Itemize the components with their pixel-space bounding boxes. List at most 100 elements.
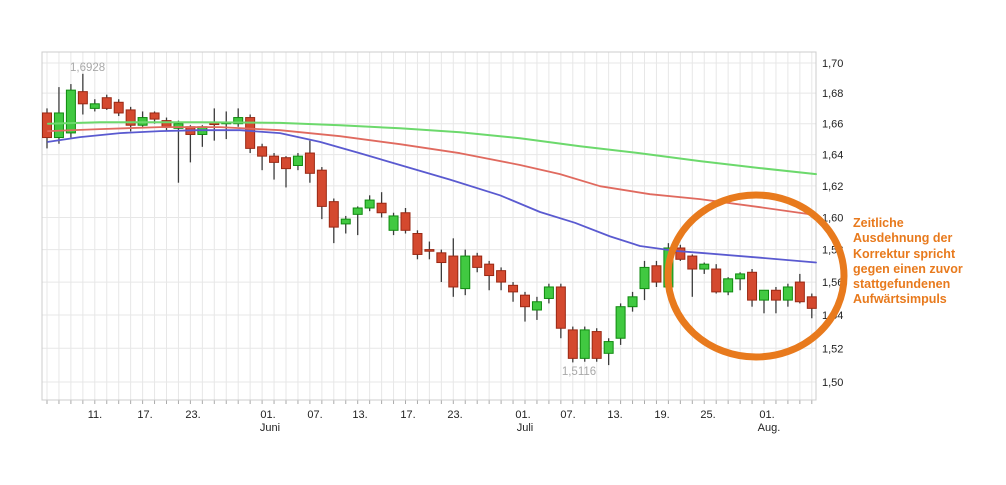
candle-down: [245, 117, 256, 149]
x-axis-label: 13.: [352, 409, 367, 421]
candle-down: [149, 112, 160, 120]
y-axis-label: 1,60: [822, 213, 843, 225]
low-value-label: 1,5116: [562, 366, 596, 378]
candle-down: [412, 233, 423, 255]
candle-down: [591, 331, 602, 359]
candle-up: [699, 263, 710, 270]
x-axis-label: 19.: [654, 409, 669, 421]
annotation-line: Aufwärtsimpuls: [853, 292, 947, 307]
y-axis-label: 1,58: [822, 245, 843, 257]
x-axis-label: 11.: [88, 409, 102, 421]
candle-up: [292, 155, 303, 166]
candle-up: [531, 301, 542, 311]
high-value-label: 1,6928: [70, 62, 105, 74]
candle-down: [316, 169, 327, 207]
annotation-line: Ausdehnung der: [853, 231, 953, 246]
month-label: Aug.: [758, 422, 781, 434]
y-axis-label: 1,52: [822, 343, 843, 355]
candle-up: [639, 266, 650, 290]
candle-up: [615, 306, 626, 339]
candle-down: [113, 101, 124, 114]
candle-down: [77, 91, 88, 105]
candle-down: [472, 255, 483, 268]
y-axis-label: 1,64: [822, 150, 843, 162]
candle-down: [675, 247, 686, 260]
candle-down: [101, 97, 112, 109]
candle-up: [352, 207, 363, 215]
candle-down: [125, 109, 136, 126]
candle-up: [364, 199, 375, 209]
candle-down: [42, 112, 52, 139]
candle-up: [782, 286, 793, 301]
candle-down: [555, 286, 566, 329]
candle-up: [543, 286, 554, 299]
candle-up: [723, 278, 734, 293]
candle-up: [53, 112, 64, 139]
candle-down: [436, 252, 447, 264]
candle-down: [520, 294, 530, 308]
x-axis-label: 01.: [759, 409, 774, 421]
ma-red: [47, 126, 817, 217]
candle-up: [65, 89, 76, 134]
candle-down: [687, 255, 698, 270]
candle-down: [496, 270, 507, 283]
annotation-line: gegen einen zuvor: [853, 261, 963, 276]
y-axis-label: 1,66: [822, 119, 843, 131]
annotation-text: Zeitliche Ausdehnung der Korrektur spric…: [853, 216, 993, 308]
candle-down: [424, 249, 435, 252]
annotation-line: Korrektur spricht: [853, 246, 956, 261]
x-axis-label: 23.: [447, 409, 462, 421]
candle-up: [603, 341, 614, 354]
candle-up: [89, 103, 100, 109]
candle-down: [806, 296, 817, 309]
month-label: Juli: [517, 422, 534, 434]
candle-up: [233, 117, 244, 125]
candle-down: [484, 263, 495, 277]
candle-down: [747, 271, 758, 301]
candle-up: [735, 273, 746, 280]
candle-up: [460, 255, 471, 290]
x-axis-label: 01.: [260, 409, 275, 421]
candle-down: [794, 281, 805, 303]
x-axis-label: 17.: [400, 409, 415, 421]
candle-down: [400, 212, 411, 231]
annotation-line: stattgefundenen: [853, 277, 951, 292]
x-axis-label: 25.: [700, 409, 715, 421]
annotation-line: Zeitliche: [853, 216, 904, 230]
x-axis-label: 07.: [307, 409, 322, 421]
candle-down: [448, 255, 459, 288]
candle-down: [651, 265, 662, 283]
candle-down: [257, 146, 268, 157]
y-axis-label: 1,70: [822, 58, 843, 70]
x-axis-label: 01.: [515, 409, 530, 421]
x-axis-label: 23.: [185, 409, 200, 421]
candle-down: [770, 289, 781, 301]
x-axis-label: 17.: [137, 409, 152, 421]
candle-down: [508, 284, 519, 293]
ma-green: [47, 121, 817, 176]
y-axis-label: 1,62: [822, 181, 843, 193]
month-label: Juni: [260, 422, 280, 434]
candle-up: [173, 123, 184, 129]
candle-up: [759, 289, 769, 301]
candle-down: [376, 202, 387, 214]
candle-down: [269, 155, 280, 163]
y-axis-label: 1,56: [822, 277, 843, 289]
y-axis-label: 1,50: [822, 377, 843, 389]
y-axis-label: 1,68: [822, 88, 843, 100]
x-axis-label: 13.: [607, 409, 622, 421]
candle-up: [579, 329, 590, 359]
candle-down: [711, 268, 722, 293]
candle-down: [567, 329, 578, 359]
highlight-circle: [664, 191, 848, 361]
candle-up: [627, 296, 638, 308]
candle-up: [340, 218, 351, 225]
candle-up: [388, 215, 399, 231]
candle-down: [328, 201, 339, 228]
plot-border: [41, 51, 817, 401]
x-axis-label: 07.: [560, 409, 575, 421]
candle-down: [281, 157, 291, 170]
candle-down: [304, 152, 315, 174]
